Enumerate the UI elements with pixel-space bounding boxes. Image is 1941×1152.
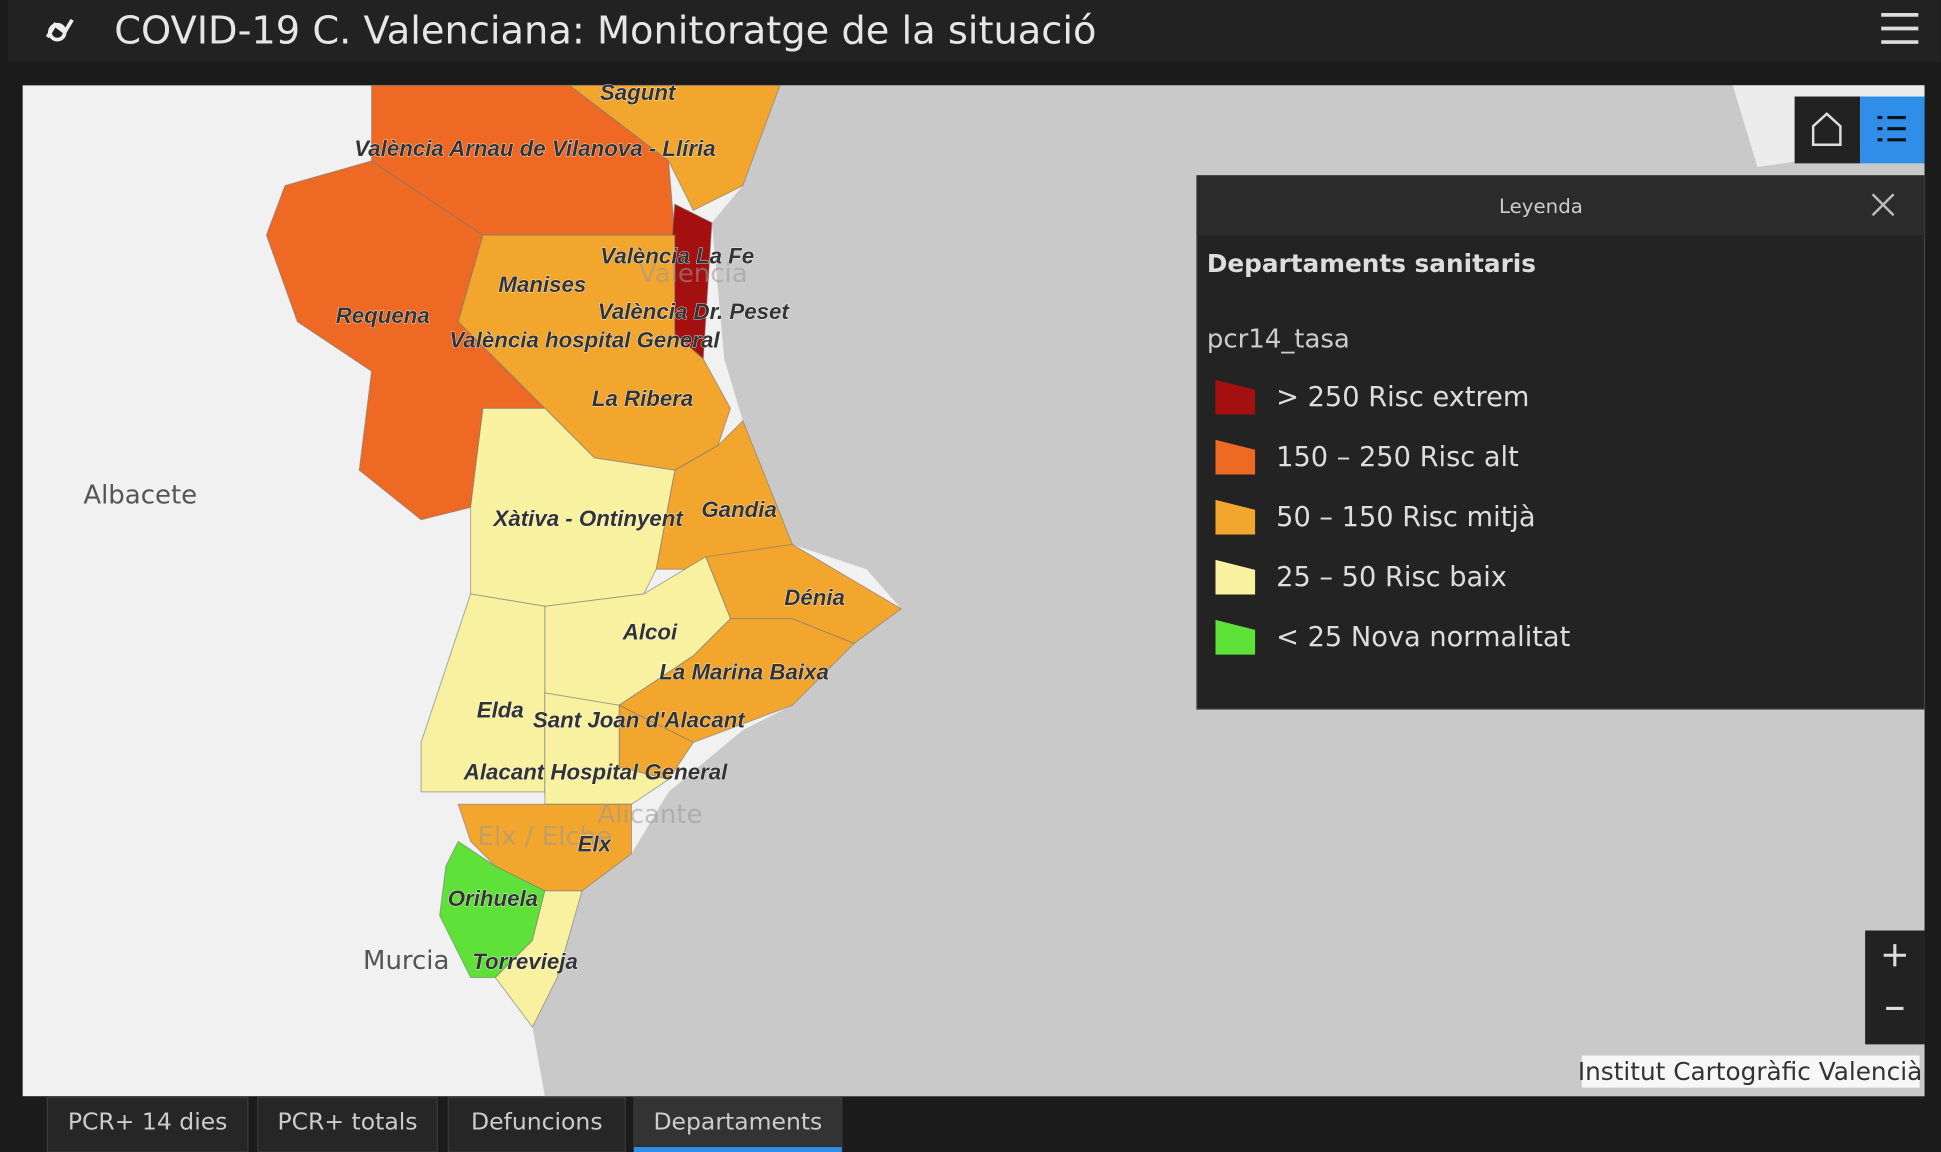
- place-label: Alicante: [598, 800, 703, 830]
- department-label: Sant Joan d'Alacant: [533, 708, 747, 733]
- department-region[interactable]: [568, 84, 781, 212]
- department-label: Gandia: [701, 497, 776, 522]
- place-label: Murcia: [363, 946, 449, 976]
- department-label: Alcoi: [622, 620, 678, 645]
- department-region[interactable]: [420, 593, 546, 793]
- department-region[interactable]: [494, 890, 583, 1028]
- app-title: COVID-19 C. Valenciana: Monitoratge de l…: [114, 8, 1096, 53]
- legend-label: > 250 Risc extrem: [1276, 382, 1529, 413]
- legend-swatch: [1215, 499, 1256, 535]
- legend-close[interactable]: [1871, 193, 1895, 217]
- department-label: Torrevieja: [472, 949, 578, 974]
- legend-label: 150 – 250 Risc alt: [1276, 442, 1519, 473]
- legend-icon: [1877, 116, 1906, 142]
- department-region[interactable]: [470, 407, 676, 607]
- attribution: Institut Cartogràfic Valencià: [1578, 1057, 1922, 1086]
- legend-swatch: [1215, 619, 1256, 655]
- zoom-in[interactable]: [1883, 944, 1906, 967]
- tab[interactable]: [447, 1096, 626, 1152]
- department-labels: Sagunt València Arnau de Vilanova - Llír…: [335, 80, 845, 974]
- legend-label: 25 – 50 Risc baix: [1276, 562, 1507, 593]
- tabs: PCR+ 14 dies PCR+ totals Defuncions Departa…: [46, 1096, 843, 1152]
- legend-swatch: [1215, 559, 1256, 595]
- place-label: Albacete: [83, 481, 197, 511]
- tab-label: PCR+ 14 dies: [68, 1108, 228, 1136]
- department-label: Sagunt: [600, 80, 677, 105]
- department-label: València Arnau de Vilanova - Llíria: [354, 136, 715, 161]
- department-label: València La Fe: [600, 244, 754, 269]
- department-label: València hospital General: [449, 328, 720, 353]
- tab-indicator: [633, 1147, 842, 1152]
- tab-label: PCR+ totals: [277, 1108, 417, 1136]
- department-label: Elda: [477, 698, 524, 723]
- tab[interactable]: [46, 1096, 249, 1152]
- legend-header: [1196, 175, 1925, 236]
- place-label: Valencia: [639, 259, 748, 289]
- legend-field: pcr14_tasa: [1207, 325, 1350, 355]
- home-button[interactable]: [1794, 96, 1861, 164]
- menu-button[interactable]: [1881, 12, 1919, 44]
- legend-layer: Departaments sanitaris: [1207, 249, 1536, 278]
- app-logo: [45, 18, 74, 42]
- regions: [265, 84, 903, 1028]
- place-label: Elx / Elche: [478, 822, 613, 852]
- department-label: Requena: [336, 303, 430, 328]
- department-label: València Dr. Peset: [598, 299, 791, 324]
- department-label: La Ribera: [592, 386, 693, 411]
- legend-swatch: [1215, 439, 1256, 475]
- department-label: Orihuela: [448, 886, 538, 911]
- department-label: Manises: [498, 272, 586, 297]
- tab[interactable]: [257, 1096, 438, 1152]
- legend-panel: [1196, 175, 1926, 710]
- tab[interactable]: [633, 1096, 843, 1152]
- department-label: Elx: [578, 831, 613, 856]
- department-label: Dénia: [784, 585, 845, 610]
- legend-items: > 250 Risc extrem 150 – 250 Risc alt 50 – …: [1215, 379, 1571, 655]
- tab-label: Departaments: [653, 1108, 822, 1136]
- department-label: Alacant Hospital General: [463, 760, 728, 785]
- header-bar: [7, 0, 1941, 62]
- legend-label: < 25 Nova normalitat: [1276, 622, 1570, 653]
- home-icon: [1811, 112, 1842, 147]
- legend-title: Leyenda: [1499, 195, 1583, 218]
- tab-label: Defuncions: [471, 1108, 603, 1136]
- department-label: Xàtiva - Ontinyent: [492, 506, 685, 531]
- department-label: La Marina Baixa: [659, 659, 829, 684]
- legend-label: 50 – 150 Risc mitjà: [1276, 502, 1535, 533]
- attribution-box: [1581, 1055, 1920, 1088]
- legend-swatch: [1215, 379, 1256, 415]
